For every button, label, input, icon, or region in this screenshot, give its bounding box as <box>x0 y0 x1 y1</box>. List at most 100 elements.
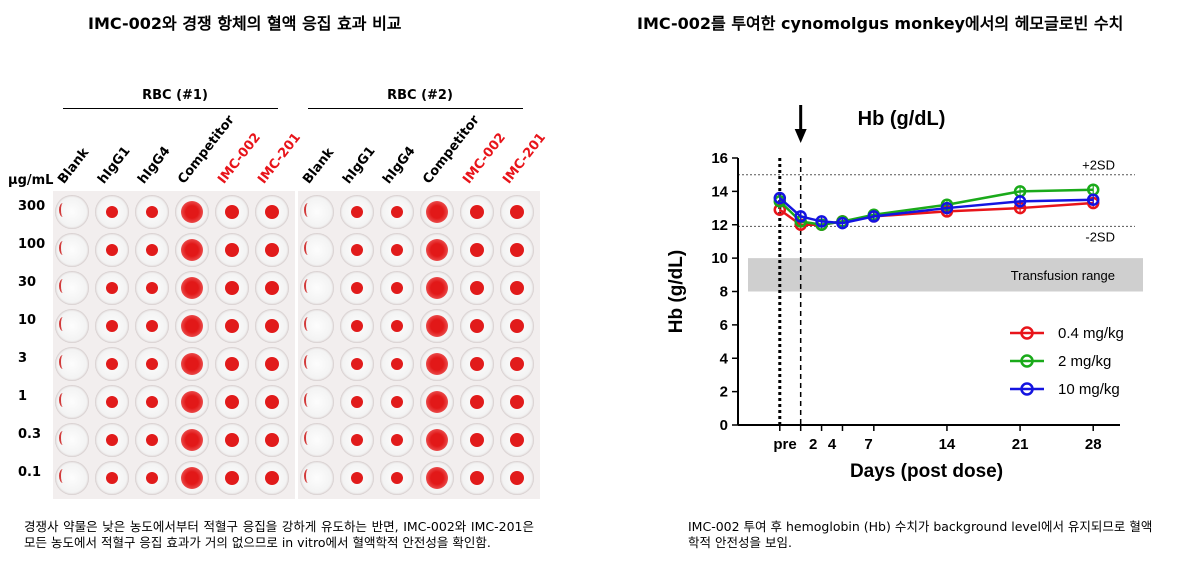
rbc-pellet <box>181 201 203 223</box>
rbc-pellet <box>391 396 403 408</box>
rbc-pellet <box>510 243 524 257</box>
well <box>420 347 454 381</box>
rbc-pellet <box>391 358 403 370</box>
concentration-label: 10 <box>18 313 37 328</box>
well <box>255 461 289 495</box>
rbc-group-label: RBC (#2) <box>387 88 453 103</box>
well <box>135 271 169 305</box>
rbc-pellet <box>265 395 279 409</box>
well <box>300 461 334 495</box>
legend-marker <box>1020 354 1034 368</box>
rbc-pellet <box>146 206 158 218</box>
well <box>215 461 249 495</box>
x-tick-label: 2 <box>809 436 817 453</box>
well <box>95 195 129 229</box>
well <box>135 233 169 267</box>
rbc-pellet <box>426 201 448 223</box>
reference-label: -2SD <box>1085 229 1115 244</box>
rbc-pellet <box>106 396 118 408</box>
well <box>255 309 289 343</box>
rbc-pellet <box>510 281 524 295</box>
well <box>215 309 249 343</box>
data-point <box>940 201 954 215</box>
well <box>460 195 494 229</box>
well <box>255 347 289 381</box>
well <box>135 195 169 229</box>
well <box>175 271 209 305</box>
rbc-pellet <box>510 471 524 485</box>
rbc-pellet <box>426 239 448 261</box>
transfusion-band <box>748 258 1143 292</box>
well <box>175 233 209 267</box>
well <box>175 423 209 457</box>
well <box>300 347 334 381</box>
well <box>460 271 494 305</box>
well <box>500 423 534 457</box>
well <box>135 461 169 495</box>
data-point <box>1013 195 1027 208</box>
y-tick-label: 10 <box>711 250 728 267</box>
well <box>215 423 249 457</box>
rbc-pellet <box>225 471 239 485</box>
well <box>500 461 534 495</box>
rbc-pellet <box>470 281 484 295</box>
y-tick-label: 6 <box>720 317 728 334</box>
data-point <box>773 191 787 205</box>
well <box>500 385 534 419</box>
y-tick-label: 14 <box>711 183 728 200</box>
rbc-crescent <box>304 203 312 217</box>
well <box>460 461 494 495</box>
well <box>95 271 129 305</box>
left-caption: 경쟁사 약물은 낮은 농도에서부터 적혈구 응집을 강하게 유도하는 반면, I… <box>24 519 534 550</box>
rbc-pellet <box>106 358 118 370</box>
well <box>420 195 454 229</box>
rbc-pellet <box>426 467 448 489</box>
rbc-pellet <box>470 205 484 219</box>
rbc-pellet <box>351 320 363 332</box>
rbc-pellet <box>106 282 118 294</box>
well <box>500 309 534 343</box>
rbc-crescent <box>304 431 312 445</box>
rbc-pellet <box>510 357 524 371</box>
rbc-pellet <box>510 433 524 447</box>
rbc-pellet <box>510 205 524 219</box>
rbc-pellet <box>510 319 524 333</box>
rbc-crescent <box>59 393 67 407</box>
well <box>380 233 414 267</box>
well <box>215 195 249 229</box>
well <box>55 309 89 343</box>
concentration-label: 0.3 <box>18 427 42 442</box>
well <box>340 347 374 381</box>
concentration-label: 30 <box>18 275 37 290</box>
rbc-pellet <box>265 357 279 371</box>
well <box>380 385 414 419</box>
rbc-pellet <box>146 396 158 408</box>
rbc-crescent <box>59 241 67 255</box>
rbc-pellet <box>225 281 239 295</box>
rbc-crescent <box>304 355 312 369</box>
well <box>380 347 414 381</box>
well <box>175 347 209 381</box>
y-axis-label: Hb (g/dL) <box>666 250 687 333</box>
well <box>380 309 414 343</box>
rbc-crescent <box>59 355 67 369</box>
x-tick-label: pre <box>773 436 796 453</box>
well <box>500 271 534 305</box>
rbc-pellet <box>470 395 484 409</box>
well <box>175 195 209 229</box>
rbc-pellet <box>225 319 239 333</box>
well-plate <box>298 191 540 499</box>
rbc-pellet <box>146 358 158 370</box>
well <box>215 385 249 419</box>
rbc-pellet <box>265 205 279 219</box>
well <box>135 423 169 457</box>
rbc-pellet <box>470 433 484 447</box>
unit-label: μg/mL <box>8 173 54 188</box>
well <box>95 385 129 419</box>
well <box>500 195 534 229</box>
right-panel-title: IMC-002를 투여한 cynomolgus monkey에서의 헤모글로빈 … <box>637 14 1124 33</box>
x-tick-label: 21 <box>1012 436 1029 453</box>
hb-chart: Hb (g/dL)Transfusion range+2SD-2SD024681… <box>666 105 1143 482</box>
right-caption: IMC-002 투여 후 hemoglobin (Hb) 수치가 backgro… <box>688 519 1153 550</box>
column-label: hIgG4 <box>380 143 419 187</box>
